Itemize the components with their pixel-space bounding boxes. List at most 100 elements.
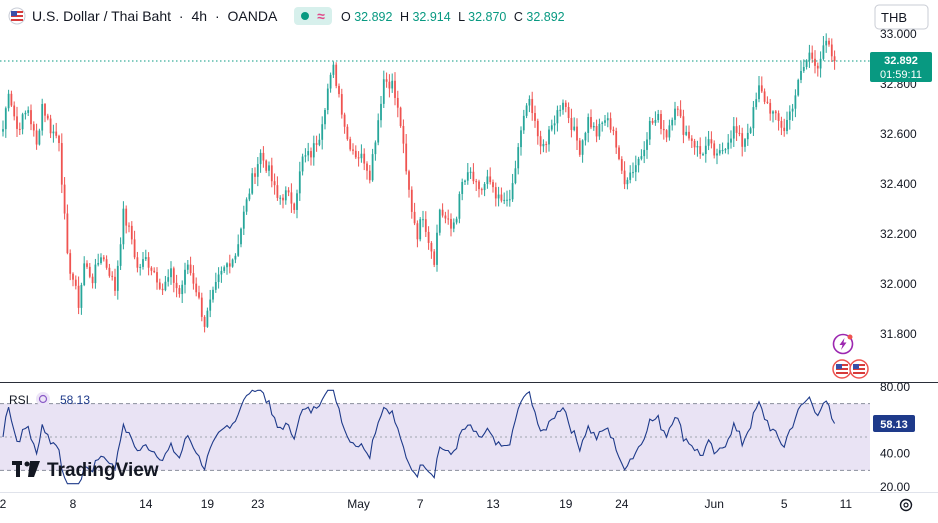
candle — [520, 126, 522, 156]
candle — [66, 204, 69, 255]
candle — [702, 152, 704, 156]
open-label: O — [341, 10, 351, 24]
candle — [164, 275, 167, 292]
candle — [354, 145, 357, 160]
candle — [682, 109, 685, 144]
time-axis[interactable]: 2 8 14 19 23 May 7 13 19 24 Jun 5 11 — [0, 497, 852, 511]
candle — [578, 137, 581, 157]
candle — [665, 129, 668, 143]
candle — [324, 107, 326, 130]
candle — [357, 151, 360, 167]
candle — [424, 211, 427, 238]
candle — [528, 95, 531, 113]
candle — [545, 141, 548, 153]
candle — [618, 145, 620, 161]
candle — [265, 159, 268, 173]
candle — [262, 146, 265, 168]
candle — [184, 262, 186, 294]
candle — [63, 177, 66, 220]
candle — [242, 205, 245, 236]
candle — [763, 88, 766, 105]
time-tick-label: 23 — [251, 497, 265, 511]
time-tick-label: 19 — [201, 497, 215, 511]
candle — [385, 72, 388, 88]
candle — [668, 119, 671, 141]
market-open-icon[interactable]: ≈ — [294, 7, 332, 25]
candles-layer — [2, 33, 836, 333]
candle — [581, 139, 584, 163]
time-tick-label: May — [347, 497, 370, 511]
candle — [788, 105, 791, 130]
candle — [192, 265, 195, 290]
candle — [721, 142, 724, 155]
candle — [290, 183, 293, 213]
candle — [77, 276, 80, 315]
candle — [332, 61, 335, 78]
symbol-legend[interactable]: U.S. Dollar / Thai Baht · 4h · OANDA ≈ O… — [8, 7, 565, 25]
candle — [38, 128, 41, 146]
candle — [811, 45, 814, 63]
candle — [44, 102, 46, 123]
candle — [408, 169, 410, 198]
candle — [567, 102, 570, 124]
candle — [10, 90, 13, 107]
candle — [483, 182, 486, 197]
candle — [49, 114, 52, 139]
candle — [153, 267, 156, 274]
candle — [506, 190, 508, 207]
currency-button[interactable]: THB — [874, 4, 929, 30]
candle — [338, 83, 340, 98]
candle — [436, 224, 438, 272]
candle — [662, 120, 665, 140]
us-flag-event-icon[interactable] — [832, 359, 852, 379]
candle — [791, 103, 794, 121]
lightning-event-icon[interactable] — [832, 333, 854, 355]
gear-icon[interactable] — [899, 498, 913, 512]
candle — [240, 227, 242, 248]
us-flag-event-icon[interactable] — [849, 359, 869, 379]
rsi-legend[interactable]: RSI 58.13 — [9, 392, 90, 407]
candle — [475, 178, 478, 192]
candle — [746, 123, 749, 146]
candle — [340, 88, 343, 119]
candle — [329, 72, 332, 93]
candle — [114, 268, 116, 296]
candle — [539, 130, 542, 155]
candle — [472, 163, 475, 185]
candle — [74, 275, 77, 290]
candle — [161, 283, 164, 295]
candle — [16, 106, 18, 138]
candle — [620, 156, 623, 175]
candle — [508, 189, 511, 207]
candle — [696, 140, 699, 157]
candle — [587, 113, 590, 143]
candle — [570, 108, 573, 138]
candle — [410, 186, 413, 219]
candle — [654, 111, 657, 126]
candle — [503, 192, 506, 205]
tradingview-logo-icon — [12, 461, 40, 477]
candle — [542, 139, 545, 153]
candle — [724, 148, 727, 154]
candle — [522, 109, 525, 134]
candle — [7, 89, 10, 112]
candle — [116, 260, 119, 300]
svg-text:U.S. Dollar / Thai Baht: U.S. Dollar / Thai Baht · 4h · OANDA — [32, 8, 278, 24]
watermark-text: TradingView — [47, 460, 159, 481]
candle — [377, 113, 380, 146]
price-badge-countdown: 01:59:11 — [880, 69, 922, 81]
candle — [58, 134, 60, 152]
candle — [380, 95, 382, 128]
candle — [382, 70, 385, 108]
candle — [455, 216, 458, 225]
rsi-settings-icon[interactable] — [36, 392, 50, 406]
candle — [433, 249, 436, 268]
candle — [125, 205, 128, 234]
candle — [321, 116, 324, 150]
candle — [464, 179, 466, 185]
candle — [343, 112, 346, 134]
candle — [517, 143, 520, 175]
candle — [30, 104, 32, 131]
